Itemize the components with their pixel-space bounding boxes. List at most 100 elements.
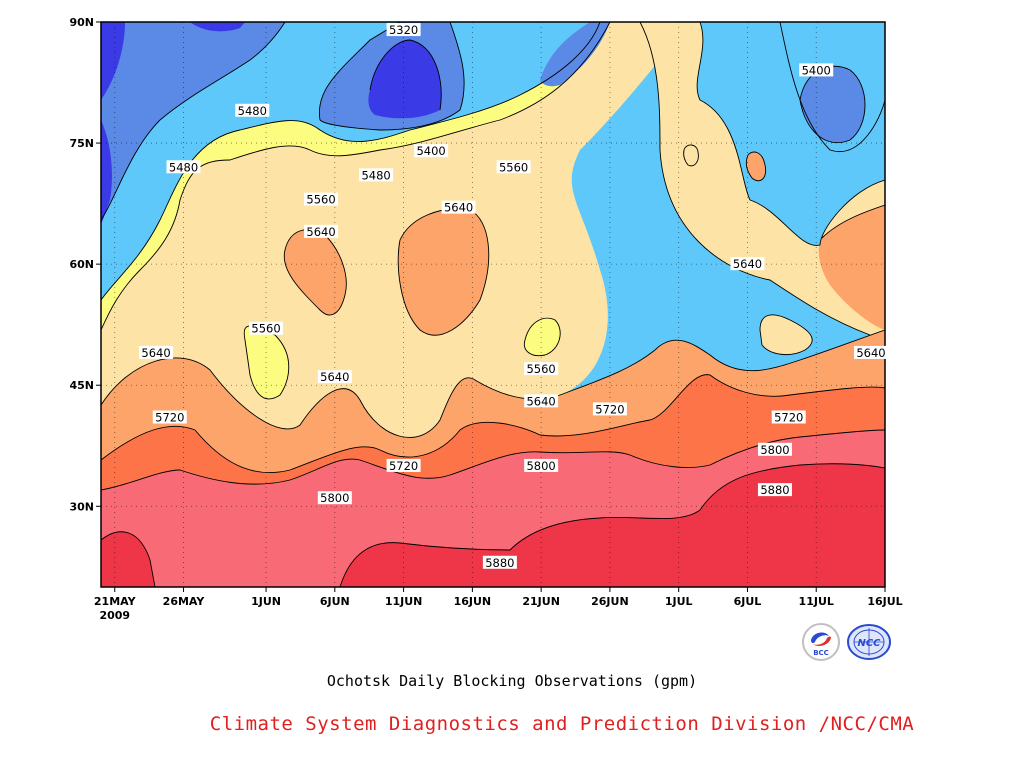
contour-label: 5640 [524,394,559,408]
x-tick-label: 26MAY [163,595,206,608]
contour-label-value: 5720 [155,411,184,425]
contour-label-bg [592,402,627,416]
contour-label: 5640 [730,257,765,271]
band-below-5320 [101,22,442,225]
contour-label-value: 5480 [361,168,390,182]
chart-title: Ochotsk Daily Blocking Observations (gpm… [326,672,698,690]
contour-label-value: 5640 [526,394,555,408]
contour-label-bg [414,144,449,158]
contour-label-value: 5880 [485,556,514,570]
contour-label-value: 5400 [802,63,831,77]
contour-label: 5880 [757,483,792,497]
contour-label-value: 5560 [306,193,335,207]
contour-label-value: 5640 [856,346,885,360]
contour-label: 5400 [414,144,449,158]
contour-label: 5800 [317,491,352,505]
contour-label-value: 5320 [389,23,418,37]
contour-label: 5720 [152,410,187,425]
contour-label: 5560 [304,192,339,207]
y-tick-label: 30N [69,500,94,513]
y-tick-label: 90N [69,16,94,29]
contour-label-value: 5880 [760,483,789,497]
contour-label: 5480 [166,160,201,174]
contour-label-bg [524,458,559,472]
contour-label-bg [152,410,187,424]
gridlines [101,22,885,587]
contour-label-bg [386,458,421,472]
contour-label: 5720 [592,402,627,416]
x-tick-label: 1JUL [665,595,693,608]
contour-label-value: 5800 [760,443,789,457]
contour-label-value: 5720 [774,411,803,425]
contour-label-bg [441,200,476,214]
contour-label-bg [757,442,792,456]
contour-labels: 5320 5400 5480 5400 5480 5560 5480 5560 5640 5640… [139,23,888,570]
contour-label-value: 5560 [526,362,555,376]
x-tick-label: 6JUN [320,595,350,608]
contour-label: 5640 [139,345,174,360]
contour-label: 5320 [386,23,421,37]
contour-label-bg [799,63,834,77]
contour-label-bg [482,555,517,569]
contour-label-value: 5400 [416,144,445,158]
contour-label-bg [166,160,201,174]
contour-label-value: 5480 [169,160,198,174]
contour-label-value: 5640 [141,346,170,360]
contour-label-value: 5800 [320,491,349,505]
y-tick-label: 45N [69,379,94,392]
x-tick-label: 21JUN [522,595,560,608]
ncc-logo-text: NCC [857,638,881,649]
contour-label: 5720 [386,458,421,473]
contour-label-bg [771,410,806,424]
y-tick-label: 75N [69,137,94,150]
ncc-logo: NCC [847,624,891,660]
contour-label-value: 5800 [526,459,555,473]
bcc-logo: BCC [802,623,840,661]
band-5560-islands [683,144,813,355]
plot-frame [100,21,886,588]
contour-label: 5640 [854,345,888,360]
contour-label: 5400 [799,63,834,77]
contour-label-value: 5720 [595,402,624,416]
contour-label: 5640 [304,224,339,239]
contour-fields [101,22,885,587]
contour-label-bg [359,168,394,182]
contour-label-bg [496,160,531,174]
band-5880-plus [101,463,885,587]
contour-label: 5480 [359,168,394,182]
contour-label-bg [317,370,352,384]
contour-label-value: 5640 [320,370,349,384]
contour-label-bg [386,23,421,37]
contour-label: 5800 [524,458,559,473]
contour-label: 5560 [496,160,531,174]
contour-label-bg [317,491,352,505]
contour-label: 5560 [524,362,559,376]
band-5640-5720-islands [284,152,885,336]
contour-label-value: 5720 [389,459,418,473]
division-credit: Climate System Diagnostics and Predictio… [209,713,915,735]
x-tick-label: 1JUN [251,595,281,608]
contour-label-value: 5560 [499,160,528,174]
x-tick-label: 16JUN [454,595,492,608]
contour-label-bg [249,321,284,335]
contour-label-bg [730,257,765,271]
contour-label: 5880 [482,555,517,570]
contour-label: 5560 [249,321,284,336]
x-tick-label: 11JUN [385,595,423,608]
contour-label: 5480 [235,103,270,118]
contour-label: 5720 [771,410,806,425]
bcc-logo-text: BCC [813,649,829,657]
contour-label-bg [304,192,339,206]
contour-label-bg [524,394,559,408]
x-tick-label: 6JUL [734,595,762,608]
contour-label-bg [235,103,270,117]
contour-label-value: 5640 [733,257,762,271]
y-tick-label: 60N [69,258,94,271]
contour-label-bg [524,362,559,376]
contour-label-bg [854,345,888,359]
band-5400-5480 [101,22,885,300]
contour-label-value: 5640 [306,225,335,239]
contour-label-value: 5560 [251,322,280,336]
contour-label-bg [139,345,174,359]
